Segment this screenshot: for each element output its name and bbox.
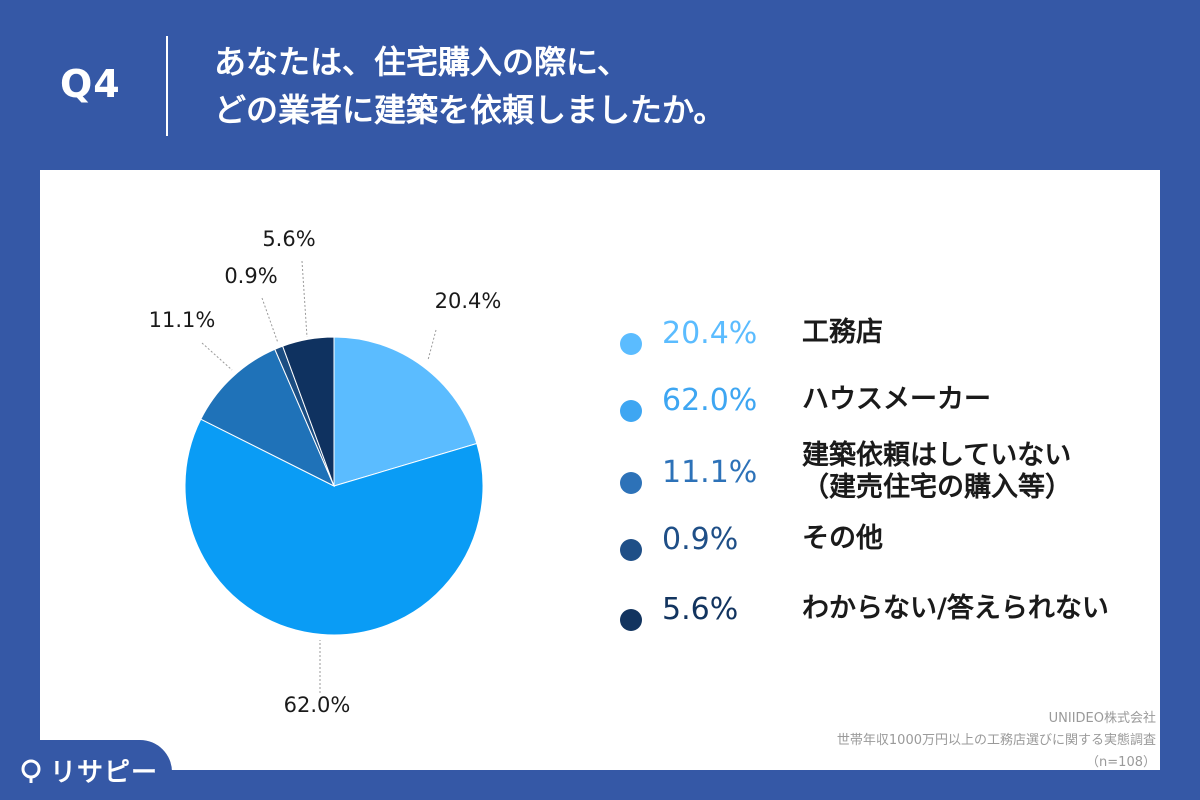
pin-logo-icon	[21, 759, 41, 783]
leader-line-1	[427, 329, 437, 361]
legend-item-2: 62.0% ハウスメーカー	[620, 383, 991, 422]
data-label-1: 20.4%	[435, 289, 502, 313]
legend-label-block: 建築依頼はしていない （建売住宅の購入等）	[802, 440, 1162, 504]
question-title-line1: あなたは、住宅購入の際に、	[214, 43, 630, 81]
legend-swatch	[620, 609, 642, 631]
source-note: UNIIDEO株式会社 世帯年収1000万円以上の工務店選びに関する実態調査 （…	[837, 708, 1156, 774]
legend-percentage: 11.1%	[662, 455, 758, 490]
header-divider	[166, 36, 168, 136]
legend-item-4: 0.9% その他	[620, 522, 883, 561]
legend-percentage: 5.6%	[662, 592, 739, 627]
source-survey: 世帯年収1000万円以上の工務店選びに関する実態調査	[836, 733, 1156, 748]
legend-label: 建築依頼はしていない	[802, 440, 1072, 471]
pie-slice-2	[184, 418, 484, 636]
leader-line-5	[301, 260, 308, 338]
pie-slice-1	[333, 336, 478, 487]
logo-text: リサピー	[50, 758, 159, 788]
legend-label-line2: （建売住宅の購入等）	[802, 472, 1072, 503]
pie-slice-5	[282, 336, 335, 487]
legend-swatch	[620, 472, 642, 494]
legend-swatch	[620, 539, 642, 561]
legend-percentage: 20.4%	[662, 316, 758, 351]
legend-swatch	[620, 400, 642, 422]
pie-slice-3	[200, 348, 336, 488]
data-label-5: 5.6%	[262, 227, 315, 251]
legend-swatch	[620, 333, 642, 355]
legend-label: わからない/答えられない	[802, 593, 1109, 624]
logo-tab	[0, 740, 172, 800]
source-sample-size: （n=108）	[1086, 755, 1156, 770]
legend-item-5: 5.6% わからない/答えられない	[620, 592, 1109, 631]
legend-percentage: 0.9%	[662, 522, 739, 557]
question-title: あなたは、住宅購入の際に、 どの業者に建築を依頼しましたか。	[214, 38, 725, 134]
legend-percentage: 62.0%	[662, 383, 758, 418]
data-label-3: 11.1%	[149, 308, 216, 332]
legend-item-3: 11.1% 建築依頼はしていない （建売住宅の購入等）	[620, 440, 1072, 503]
question-title-line2: どの業者に建築を依頼しましたか。	[214, 91, 726, 129]
legend-label: ハウスメーカー	[802, 384, 991, 415]
legend-label: 工務店	[802, 317, 883, 348]
data-label-4: 0.9%	[224, 264, 277, 288]
leader-line-3	[201, 342, 233, 371]
leader-line-4	[261, 297, 279, 344]
data-label-2: 62.0%	[284, 693, 351, 717]
question-number: Q4	[60, 62, 121, 106]
source-company: UNIIDEO株式会社	[1048, 711, 1156, 726]
legend-label: その他	[802, 523, 883, 554]
logo: リサピー	[18, 752, 158, 789]
question-header: Q4 あなたは、住宅購入の際に、 どの業者に建築を依頼しましたか。	[0, 0, 1200, 170]
legend-item-1: 20.4% 工務店	[620, 316, 883, 355]
